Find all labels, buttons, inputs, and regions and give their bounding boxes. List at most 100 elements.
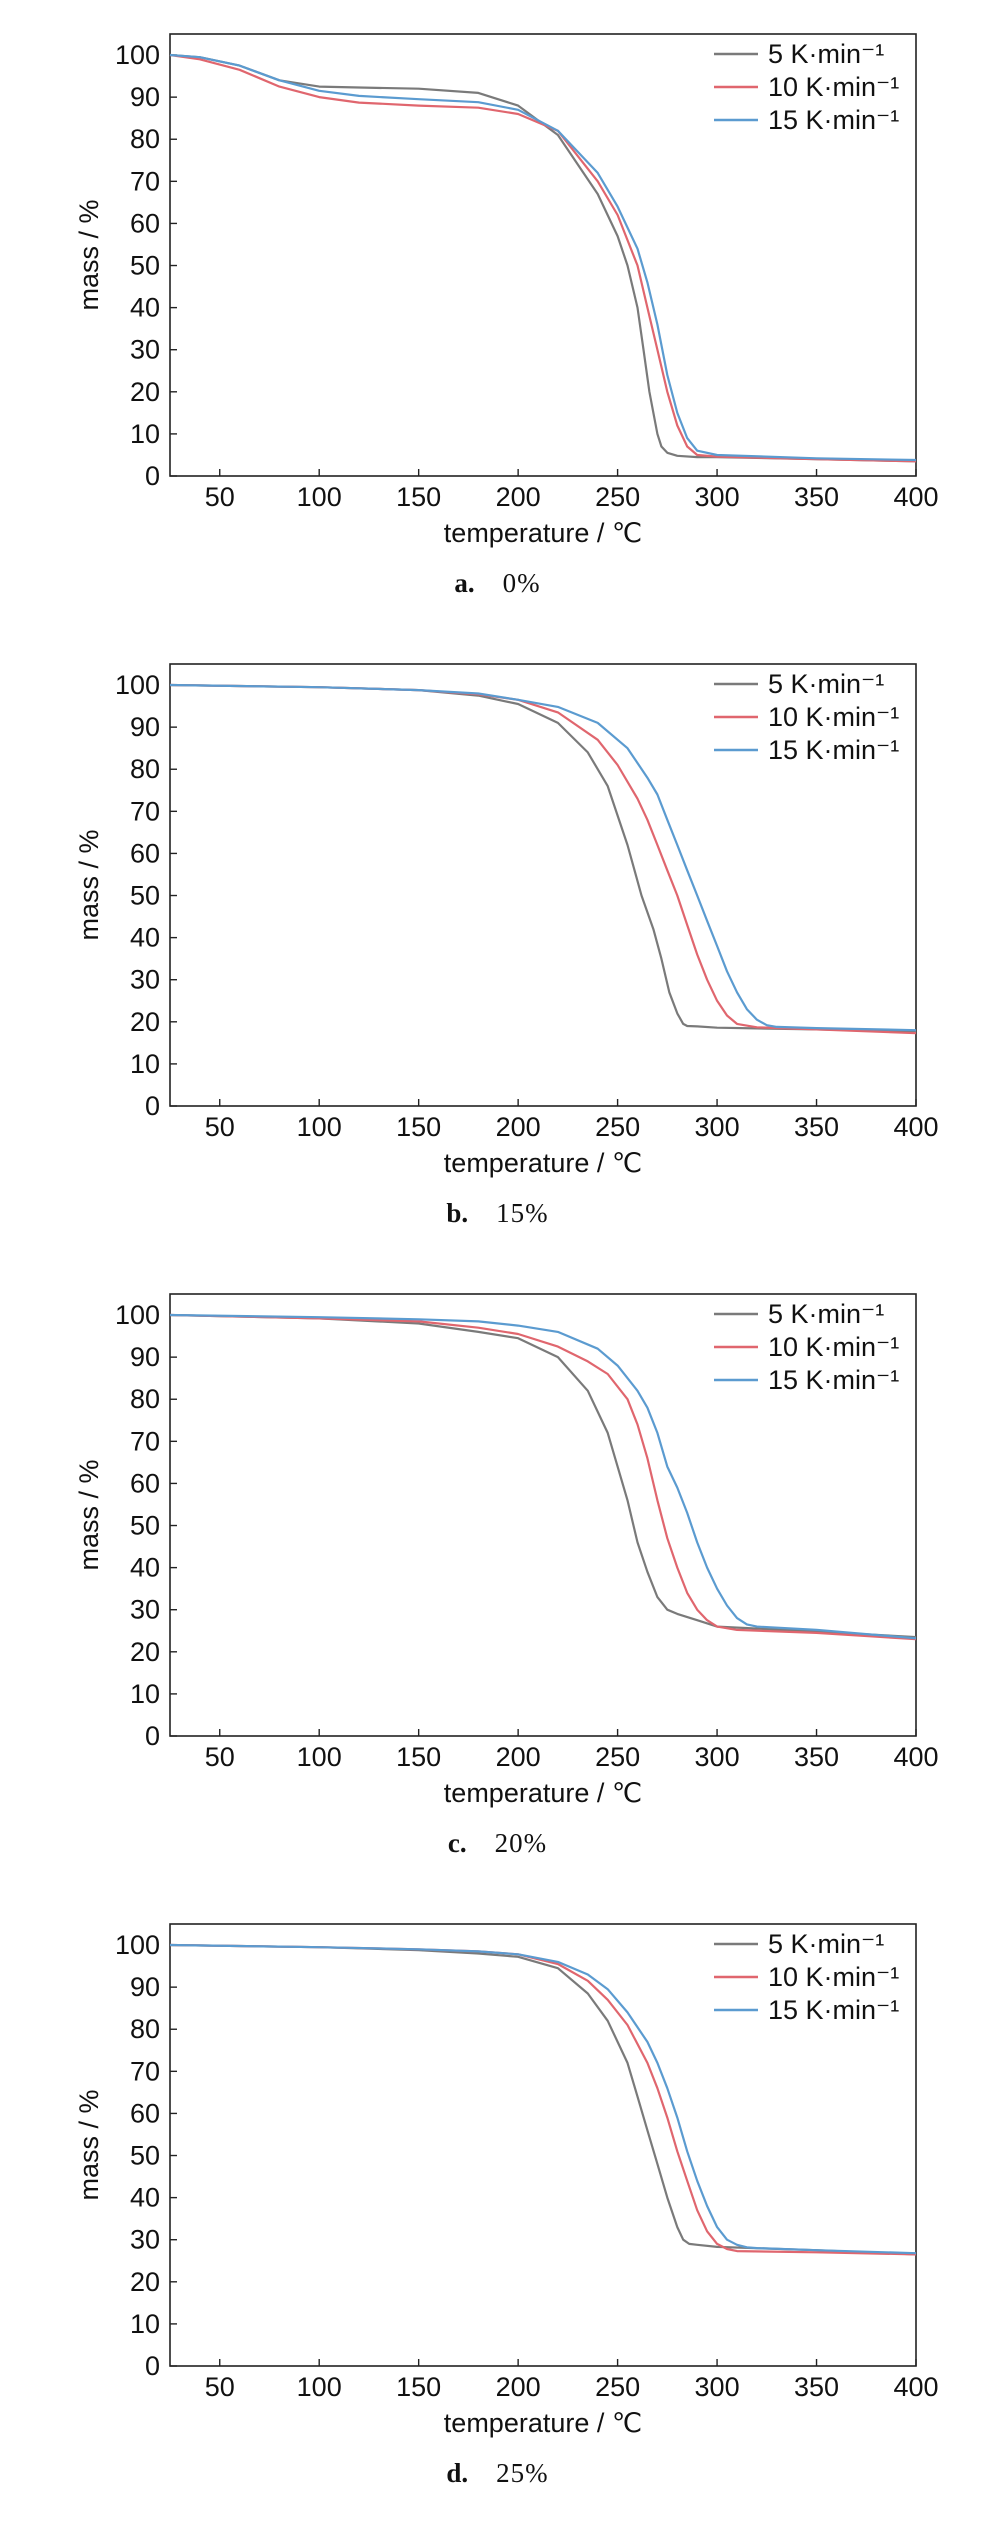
x-tick-label: 50 (205, 1112, 235, 1142)
y-tick-label: 50 (130, 2141, 160, 2171)
plot-frame (169, 663, 917, 1107)
panel-caption: d. 25% (0, 2458, 995, 2489)
legend-label: 5 K·min⁻¹ (768, 1929, 884, 1959)
legend-label: 5 K·min⁻¹ (768, 1299, 884, 1329)
legend-label: 15 K·min⁻¹ (768, 735, 899, 765)
panel-content-label: 25% (496, 2458, 549, 2488)
series-line (169, 53, 917, 462)
x-tick-label: 400 (893, 1742, 938, 1772)
x-tick-label: 400 (893, 482, 938, 512)
y-tick-label: 70 (130, 796, 160, 826)
y-tick-label: 30 (130, 965, 160, 995)
y-tick-label: 100 (115, 40, 160, 70)
x-axis-label: temperature / ℃ (444, 518, 642, 548)
chart-panel: 50 100 150 200 250 300 350 400 0 10 20 30 40 50 60 70 80… (0, 630, 995, 1260)
y-tick-label: 80 (130, 2014, 160, 2044)
x-tick-label: 100 (297, 1742, 342, 1772)
y-tick-label: 40 (130, 293, 160, 323)
y-tick-label: 100 (115, 1930, 160, 1960)
y-tick-label: 60 (130, 1468, 160, 1498)
x-tick-label: 150 (396, 482, 441, 512)
panel-letter: d. (446, 2458, 469, 2488)
y-tick-label: 80 (130, 124, 160, 154)
y-tick-label: 20 (130, 2267, 160, 2297)
tga-chart: 50 100 150 200 250 300 350 400 0 10 20 30 40 50 60 70 80… (74, 33, 939, 548)
x-tick-label: 250 (595, 482, 640, 512)
panel-content-label: 0% (502, 568, 541, 598)
x-tick-label: 300 (695, 1742, 740, 1772)
panel-caption: a. 0% (0, 568, 995, 599)
x-tick-label: 300 (695, 482, 740, 512)
y-axis-label: mass / % (74, 1459, 104, 1570)
series-line (169, 1313, 917, 1640)
legend-label: 5 K·min⁻¹ (768, 39, 884, 69)
y-tick-label: 60 (130, 838, 160, 868)
legend-label: 10 K·min⁻¹ (768, 702, 899, 732)
series-line (169, 53, 917, 463)
y-tick-label: 20 (130, 1007, 160, 1037)
panel-letter: c. (447, 1828, 467, 1858)
x-tick-label: 50 (205, 482, 235, 512)
series-line (169, 1313, 917, 1641)
legend-label: 15 K·min⁻¹ (768, 1995, 899, 2025)
x-axis-label: temperature / ℃ (444, 2408, 642, 2438)
series-line (169, 683, 917, 1032)
x-tick-label: 300 (695, 2372, 740, 2402)
y-tick-label: 40 (130, 1553, 160, 1583)
legend-label: 15 K·min⁻¹ (768, 1365, 899, 1395)
x-tick-label: 400 (893, 1112, 938, 1142)
panel-letter: b. (446, 1198, 469, 1228)
y-tick-label: 0 (145, 461, 160, 491)
x-tick-label: 350 (794, 482, 839, 512)
x-tick-label: 350 (794, 1112, 839, 1142)
y-tick-label: 50 (130, 881, 160, 911)
panel-letter: a. (454, 568, 475, 598)
y-tick-label: 90 (130, 82, 160, 112)
panel-caption: b. 15% (0, 1198, 995, 1229)
x-tick-label: 250 (595, 2372, 640, 2402)
y-tick-label: 50 (130, 1511, 160, 1541)
x-tick-label: 400 (893, 2372, 938, 2402)
legend-label: 10 K·min⁻¹ (768, 1962, 899, 1992)
x-tick-label: 350 (794, 2372, 839, 2402)
y-tick-label: 90 (130, 1972, 160, 2002)
y-tick-label: 20 (130, 377, 160, 407)
y-tick-label: 40 (130, 2183, 160, 2213)
x-tick-label: 200 (496, 2372, 541, 2402)
legend-label: 5 K·min⁻¹ (768, 669, 884, 699)
y-tick-label: 80 (130, 1384, 160, 1414)
tga-chart: 50 100 150 200 250 300 350 400 0 10 20 30 40 50 60 70 80… (74, 1923, 939, 2438)
x-tick-label: 250 (595, 1112, 640, 1142)
x-tick-label: 150 (396, 1112, 441, 1142)
y-tick-label: 70 (130, 2056, 160, 2086)
x-axis-label: temperature / ℃ (444, 1778, 642, 1808)
chart-panel: 50 100 150 200 250 300 350 400 0 10 20 30 40 50 60 70 80… (0, 1260, 995, 1890)
tga-chart: 50 100 150 200 250 300 350 400 0 10 20 30 40 50 60 70 80… (74, 1293, 939, 1808)
x-tick-label: 150 (396, 2372, 441, 2402)
x-tick-label: 150 (396, 1742, 441, 1772)
y-tick-label: 40 (130, 923, 160, 953)
legend-label: 15 K·min⁻¹ (768, 105, 899, 135)
y-tick-label: 10 (130, 1679, 160, 1709)
series-line (169, 1943, 917, 2255)
x-tick-label: 50 (205, 2372, 235, 2402)
y-tick-label: 90 (130, 712, 160, 742)
y-tick-label: 30 (130, 1595, 160, 1625)
x-tick-label: 50 (205, 1742, 235, 1772)
y-tick-label: 70 (130, 166, 160, 196)
series-line (169, 1313, 917, 1639)
legend-label: 10 K·min⁻¹ (768, 1332, 899, 1362)
x-tick-label: 200 (496, 1742, 541, 1772)
chart-panel: 50 100 150 200 250 300 350 400 0 10 20 30 40 50 60 70 80… (0, 0, 995, 630)
panel-content-label: 15% (496, 1198, 549, 1228)
x-axis-label: temperature / ℃ (444, 1148, 642, 1178)
x-tick-label: 100 (297, 1112, 342, 1142)
y-tick-label: 100 (115, 1300, 160, 1330)
y-tick-label: 60 (130, 208, 160, 238)
plot-frame (169, 1293, 917, 1737)
y-tick-label: 50 (130, 251, 160, 281)
y-tick-label: 80 (130, 754, 160, 784)
y-tick-label: 30 (130, 2225, 160, 2255)
y-tick-label: 20 (130, 1637, 160, 1667)
x-tick-label: 200 (496, 482, 541, 512)
